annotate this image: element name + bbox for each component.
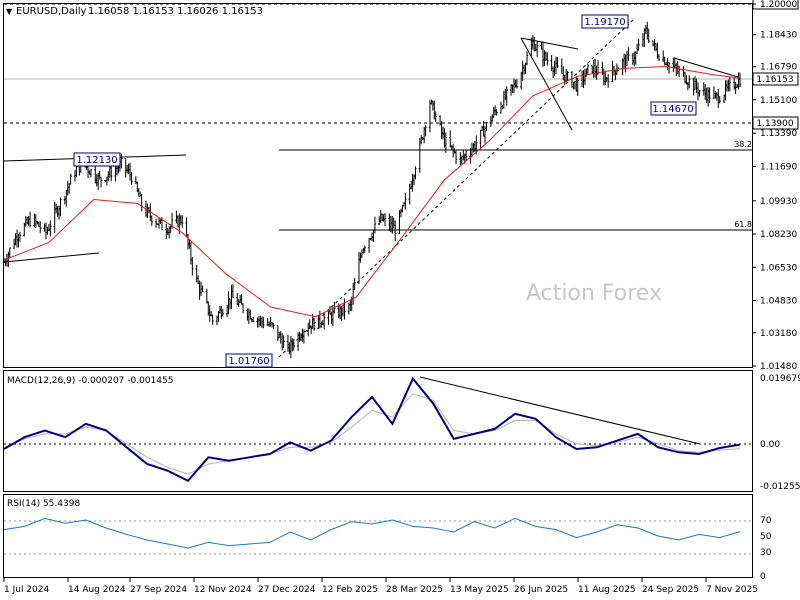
annotation-low-mid-label: 1.14670 — [652, 104, 693, 115]
rsi-label: 0 — [760, 572, 766, 582]
annotation-prev-high-label: 1.12130 — [76, 155, 117, 166]
date-label: 24 Sep 2025 — [642, 585, 699, 595]
price-label: 1.16790 — [760, 63, 797, 73]
trendline-channel-bottom — [3, 252, 100, 263]
date-label: 11 Aug 2025 — [578, 585, 636, 595]
price-label: 1.20000 — [760, 0, 797, 10]
date-label: 12 Feb 2025 — [322, 585, 378, 595]
watermark: Action Forex — [526, 281, 662, 306]
annotation-prev-high: 1.12130 — [73, 152, 121, 167]
rsi-label: 50 — [760, 532, 772, 542]
trendline-descending — [673, 57, 739, 78]
date-label: 12 Nov 2024 — [194, 585, 252, 595]
date-label: 27 Sep 2024 — [130, 585, 187, 595]
macd-axis: 0.019679 0.00 -0.012552 — [760, 374, 800, 492]
annotation-low-label: 1.01760 — [228, 356, 269, 367]
rsi-axis: 70 50 30 0 — [760, 516, 772, 582]
last-price-tag: 1.16153 — [752, 72, 799, 86]
ohlc-header: 1.16058 1.16153 1.16026 1.16153 — [88, 6, 263, 17]
macd-label: -0.012552 — [760, 482, 800, 492]
ohlc-bars — [2, 21, 742, 358]
rsi-label: 30 — [760, 548, 772, 558]
trendline-up-dashed — [278, 19, 634, 358]
macd-label: 0.00 — [760, 440, 780, 450]
main-plot-frame[interactable] — [3, 3, 753, 368]
macd-divergence-line — [419, 376, 701, 445]
level-price-tag-label: 1.13900 — [756, 119, 793, 129]
price-label: 1.03180 — [760, 329, 797, 339]
date-label: 27 Dec 2024 — [258, 585, 316, 595]
date-label: 28 Mar 2025 — [386, 585, 443, 595]
trendline-peak-top — [520, 37, 579, 50]
price-label: 1.13390 — [760, 129, 797, 139]
price-label: 1.04830 — [760, 297, 797, 307]
macd-label: 0.019679 — [760, 374, 800, 384]
symbol-collapse-arrow[interactable]: ▼ — [6, 7, 13, 16]
trendline-peak-down — [520, 37, 573, 131]
fib-label-382: 38.2 — [734, 140, 752, 149]
macd-signal-line — [3, 393, 741, 475]
date-label: 14 Aug 2024 — [68, 585, 126, 595]
date-label: 1 Jul 2024 — [4, 585, 49, 595]
rsi-header: RSI(14) 55.4398 — [7, 499, 80, 509]
level-price-tag: 1.13900 — [752, 116, 799, 130]
rsi-plot-frame[interactable] — [3, 494, 753, 578]
last-price-tag-label: 1.16153 — [756, 75, 793, 85]
symbol-header: EURUSD,Daily — [16, 6, 87, 17]
price-label: 1.09930 — [760, 197, 797, 207]
price-label: 1.01480 — [760, 362, 797, 372]
annotation-low-mid: 1.14670 — [650, 101, 697, 116]
price-label: 1.18430 — [760, 31, 797, 41]
date-label: 13 May 2025 — [450, 585, 509, 595]
macd-main-line — [3, 376, 741, 483]
annotation-high-label: 1.19170 — [584, 17, 625, 28]
price-label: 1.06530 — [760, 263, 797, 273]
price-label: 1.08230 — [760, 230, 797, 240]
date-label: 7 Nov 2025 — [706, 585, 758, 595]
price-label: 1.15100 — [760, 96, 797, 106]
rsi-label: 70 — [760, 516, 772, 526]
price-label: 1.11690 — [760, 162, 797, 172]
date-axis: 1 Jul 2024 14 Aug 2024 27 Sep 2024 12 Nov 2… — [3, 578, 758, 595]
moving-average-line — [3, 65, 741, 318]
date-label: 26 Jun 2025 — [514, 585, 568, 595]
price-axis: 1.20000 1.18430 1.16790 1.15100 1.13390 1.116… — [752, 0, 799, 372]
macd-header: MACD(12,26,9) -0.000207 -0.001455 — [7, 376, 173, 386]
annotation-high: 1.19170 — [581, 14, 629, 29]
annotation-low: 1.01760 — [225, 353, 273, 368]
macd-plot-frame[interactable] — [3, 370, 753, 492]
rsi-line — [3, 517, 741, 549]
fib-label-618: 61.8 — [734, 220, 752, 229]
